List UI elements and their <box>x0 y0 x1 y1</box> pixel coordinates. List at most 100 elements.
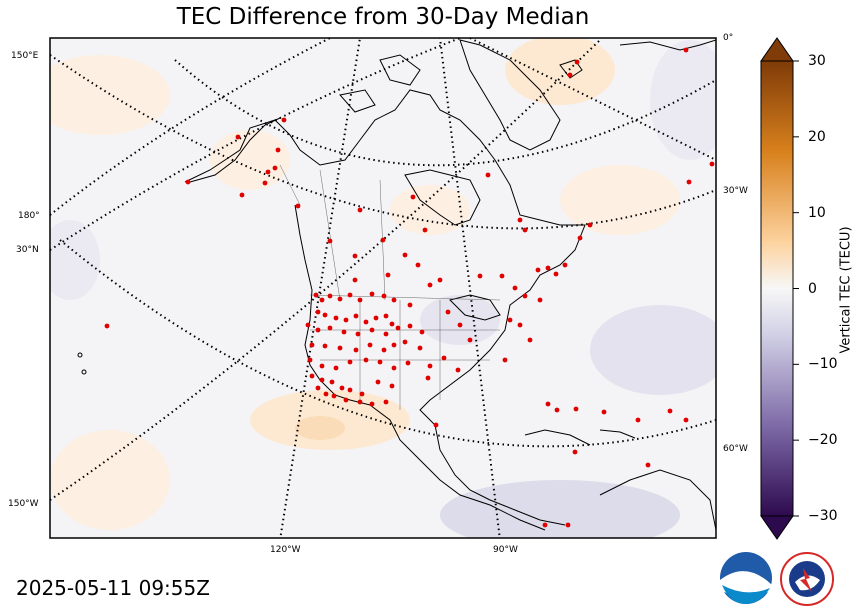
gnss-station <box>467 337 473 343</box>
gnss-station <box>554 407 560 413</box>
gnss-station <box>485 172 491 178</box>
gnss-station <box>359 391 365 397</box>
gnss-station <box>433 422 439 428</box>
gnss-station <box>517 217 523 223</box>
gnss-station <box>375 379 381 385</box>
gnss-station <box>319 363 325 369</box>
gnss-station <box>455 367 461 373</box>
gnss-station <box>343 317 349 323</box>
political-borders <box>279 164 501 410</box>
colorbar <box>760 37 799 540</box>
gnss-station <box>574 59 580 65</box>
lon-label-120w: 120°W <box>270 545 301 555</box>
gnss-station <box>553 271 559 277</box>
colorbar-tick-label: 30 <box>808 53 826 69</box>
gnss-station <box>357 207 363 213</box>
colorbar-tick-label: 10 <box>808 204 826 221</box>
gnss-station <box>645 462 651 468</box>
gnss-station <box>425 375 431 381</box>
gnss-station <box>601 409 607 415</box>
gnss-station <box>512 285 518 291</box>
gnss-station <box>445 309 451 315</box>
gnss-station <box>315 385 321 391</box>
map-title: TEC Difference from 30-Day Median <box>176 4 590 30</box>
lon-label-150e: 150°E <box>11 51 39 61</box>
colorbar-title: Vertical TEC (TECU) <box>838 226 854 354</box>
gnss-station <box>572 449 578 455</box>
gnss-station <box>367 342 373 348</box>
gnss-station <box>545 265 551 271</box>
gnss-station <box>405 360 411 366</box>
gnss-station <box>507 317 513 323</box>
gnss-station <box>389 321 395 327</box>
gnss-station <box>373 315 379 321</box>
gnss-station <box>355 331 361 337</box>
gnss-station <box>383 399 389 405</box>
gnss-station <box>389 383 395 389</box>
gnss-station <box>327 293 333 299</box>
gnss-station <box>686 179 692 185</box>
gnss-station <box>337 296 343 302</box>
colorbar-max-extend <box>760 37 794 62</box>
gnss-station <box>333 365 339 371</box>
gnss-station <box>683 417 689 423</box>
gnss-station <box>295 203 301 209</box>
gnss-station <box>422 227 428 233</box>
gnss-stations <box>104 47 715 528</box>
gnss-station <box>319 297 325 303</box>
gnss-station <box>565 522 571 528</box>
lon-label-30w: 30°W <box>723 186 748 196</box>
graticule <box>50 38 716 538</box>
gnss-station <box>427 282 433 288</box>
gnss-station <box>522 227 528 233</box>
gnss-station <box>339 385 345 391</box>
gnss-station <box>329 379 335 385</box>
lon-label-60w: 60°W <box>723 444 748 454</box>
gnss-station <box>437 277 443 283</box>
gnss-station <box>331 393 337 399</box>
gnss-station <box>262 180 268 186</box>
gnss-station <box>635 417 641 423</box>
gnss-station <box>573 406 579 412</box>
gnss-station <box>477 273 483 279</box>
gnss-station <box>369 291 375 297</box>
gnss-station <box>535 267 541 273</box>
gnss-station <box>427 363 433 369</box>
gnss-station <box>383 331 389 337</box>
gnss-station <box>309 373 315 379</box>
gnss-station <box>407 323 413 329</box>
gnss-station <box>275 147 281 153</box>
gnss-station <box>522 293 528 299</box>
gnss-station <box>381 293 387 299</box>
gnss-station <box>347 359 353 365</box>
gnss-station <box>315 309 321 315</box>
gnss-station <box>185 179 191 185</box>
gnss-station <box>322 312 328 318</box>
colorbar-tick-label: 0 <box>808 280 817 297</box>
gnss-station <box>281 117 287 123</box>
gnss-station <box>235 134 241 140</box>
gnss-station <box>369 401 375 407</box>
gnss-station <box>333 315 339 321</box>
gnss-station <box>322 343 328 349</box>
colorbar-tick-label: 20 <box>808 128 826 145</box>
gnss-station <box>391 342 397 348</box>
lat-label-30n: 30°N <box>16 245 39 255</box>
gnss-station <box>363 357 369 363</box>
gnss-station <box>545 401 551 407</box>
gnss-station <box>385 272 391 278</box>
gnss-station <box>457 322 463 328</box>
gnss-station <box>327 238 333 244</box>
gnss-station <box>709 161 715 167</box>
lon-label-150w: 150°W <box>8 499 39 509</box>
gnss-station <box>562 262 568 268</box>
gnss-station <box>337 345 343 351</box>
gnss-station <box>341 329 347 335</box>
gnss-station <box>683 47 689 53</box>
gnss-station <box>369 327 375 333</box>
gnss-station <box>353 347 359 353</box>
colorbar-gradient <box>760 60 794 517</box>
lon-label-90w: 90°W <box>493 545 518 555</box>
gnss-station <box>327 325 333 331</box>
